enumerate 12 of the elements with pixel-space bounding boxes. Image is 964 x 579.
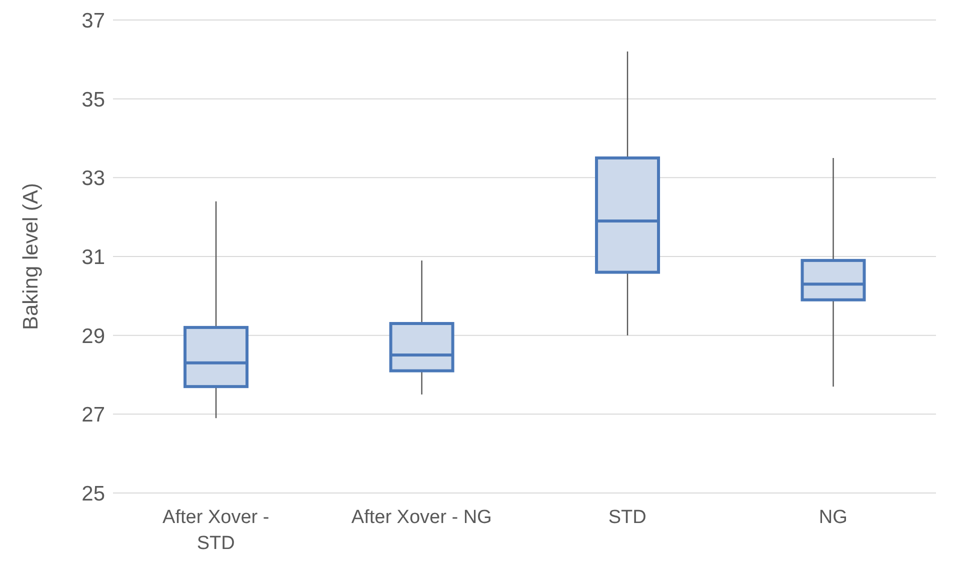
y-tick-label: 25 (82, 482, 105, 506)
y-tick-label: 35 (82, 88, 105, 112)
x-tick-label: STD (608, 507, 646, 528)
y-tick-label: 33 (82, 167, 105, 190)
y-axis-title: Baking level (A) (19, 182, 42, 330)
x-tick-label: After Xover - NG (351, 507, 492, 528)
y-tick-label: 27 (82, 404, 105, 427)
y-tick-label: 37 (82, 9, 105, 32)
x-tick-label: NG (818, 507, 848, 528)
x-tick-label: After Xover - STD (162, 507, 270, 554)
y-tick-label: 29 (82, 324, 105, 348)
y-tick-label: 31 (82, 246, 105, 269)
